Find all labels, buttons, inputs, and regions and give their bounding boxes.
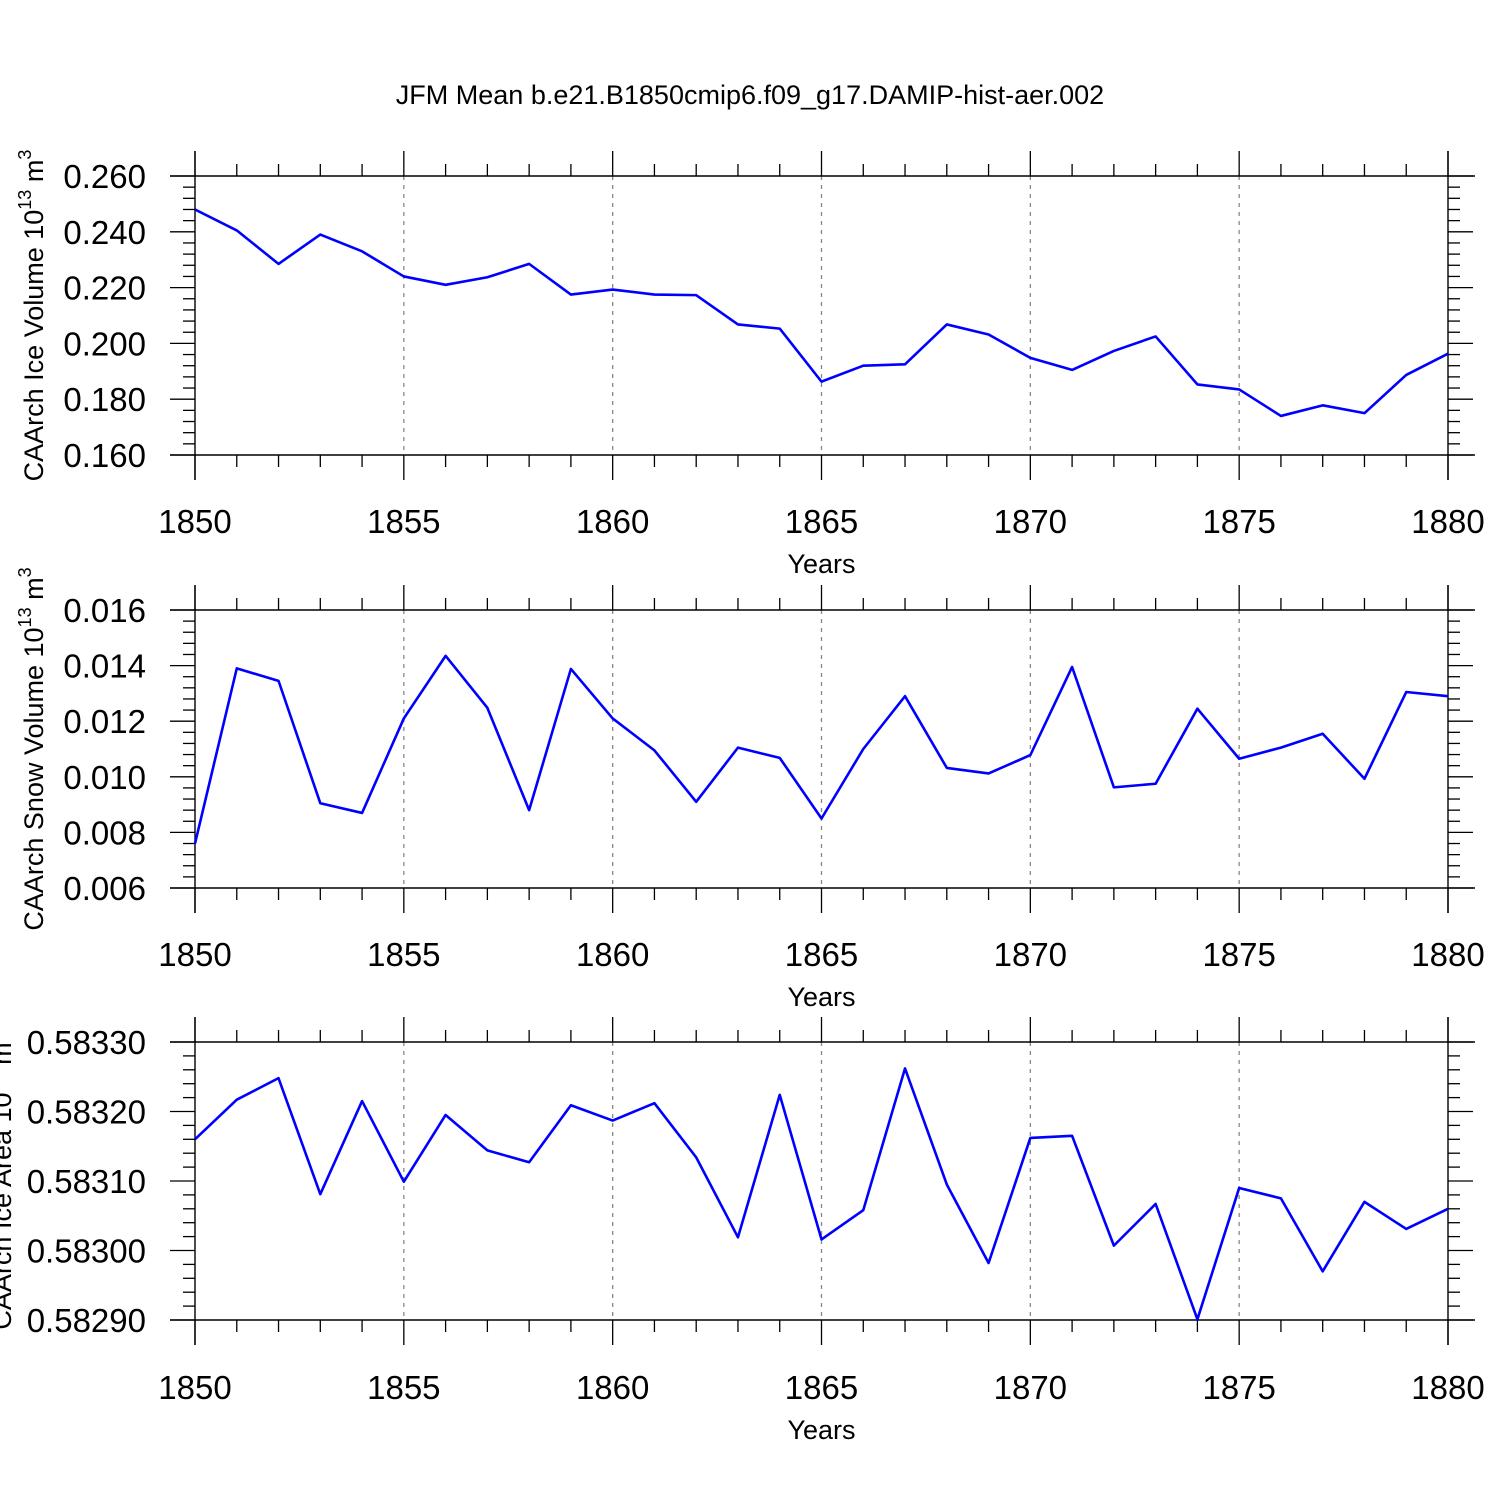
panel-1-x-tick-label: 1870 [994,503,1067,540]
panel-3-y-axis-label-unit: m [0,1042,17,1072]
panel-3-x-tick-label: 1865 [785,1369,858,1406]
panel-3-x-tick-label: 1855 [367,1369,440,1406]
panel-2-y-axis-label-exp: 13 [15,607,35,627]
panel-3-x-tick-label: 1880 [1411,1369,1484,1406]
panel-2-y-tick-label: 0.010 [63,759,146,796]
panel-1-y-axis-label-exp: 13 [15,190,35,210]
panel-2-x-tick-label: 1855 [367,936,440,973]
panel-3-y-axis-label: CAArch Ice Area 1013 m2 [0,1032,17,1329]
panel-1-y-tick-label: 0.260 [63,158,146,195]
panel-2-y-tick-label: 0.016 [63,592,146,629]
panel-1-y-axis-label: CAArch Ice Volume 1013 m3 [15,150,49,482]
panel-1-x-tick-label: 1875 [1202,503,1275,540]
panel-1-y-tick-label: 0.180 [63,381,146,418]
panel-1-y-tick-label: 0.200 [63,325,146,362]
panel-2-x-tick-label: 1870 [994,936,1067,973]
chart-title: JFM Mean b.e21.B1850cmip6.f09_g17.DAMIP-… [396,80,1104,110]
panel-1-y-axis-label-text: CAArch Ice Volume 10 [19,210,49,482]
panel-1-x-axis-label: Years [787,549,855,579]
panel-3-y-tick-label: 0.58330 [27,1024,146,1061]
panel-1-x-tick-label: 1860 [576,503,649,540]
panel-3-y-axis-label-exp: 13 [0,1072,3,1092]
panel-3-x-axis-label: Years [787,1415,855,1445]
panel-1-x-tick-label: 1855 [367,503,440,540]
panel-2-x-tick-label: 1865 [785,936,858,973]
panel-1-y-tick-label: 0.220 [63,270,146,307]
panel-2-x-tick-label: 1880 [1411,936,1484,973]
panel-1-y-tick-label: 0.160 [63,437,146,474]
panel-3-series-line [194,1067,1449,1321]
panel-1-y-tick-label: 0.240 [63,214,146,251]
panel-2-y-tick-label: 0.008 [63,814,146,851]
panel-2-y-axis-label: CAArch Snow Volume 1013 m3 [15,567,49,930]
panel-3-y-tick-label: 0.58300 [27,1233,146,1270]
panel-3-y-axis-label-text: CAArch Ice Area 10 [0,1092,17,1329]
panel-2-y-axis-label-unit: m [19,577,49,607]
panel-2-y-tick-label: 0.014 [63,648,146,685]
panel-2-series-line [193,654,1449,844]
panel-3-x-tick-label: 1850 [158,1369,231,1406]
panel-2-x-tick-label: 1850 [158,936,231,973]
panel-3-y-tick-label: 0.58310 [27,1163,146,1200]
panel-3-y-tick-label: 0.58320 [27,1094,146,1131]
panel-2-y-axis-label-text: CAArch Snow Volume 10 [19,627,49,930]
panel-1-x-tick-label: 1850 [158,503,231,540]
panel-1-x-tick-label: 1880 [1411,503,1484,540]
panel-1-y-axis-label-unit-exp: 3 [15,150,35,160]
panel-3-y-axis-label-unit-exp: 2 [0,1032,3,1042]
panel-3-x-tick-label: 1875 [1202,1369,1275,1406]
panel-2-x-tick-label: 1875 [1202,936,1275,973]
panel-2-y-tick-label: 0.012 [63,703,146,740]
panel-1-x-tick-label: 1865 [785,503,858,540]
panel-3-x-tick-label: 1860 [576,1369,649,1406]
panel-2-y-axis-label-unit-exp: 3 [15,567,35,577]
panel-2-x-axis-label: Years [787,982,855,1012]
panel-1-y-axis-label-unit: m [19,160,49,190]
panel-3-x-tick-label: 1870 [994,1369,1067,1406]
panel-2-y-tick-label: 0.006 [63,870,146,907]
panel-1-series-line [194,208,1449,418]
panel-2-x-tick-label: 1860 [576,936,649,973]
panel-3-y-tick-label: 0.58290 [27,1302,146,1339]
